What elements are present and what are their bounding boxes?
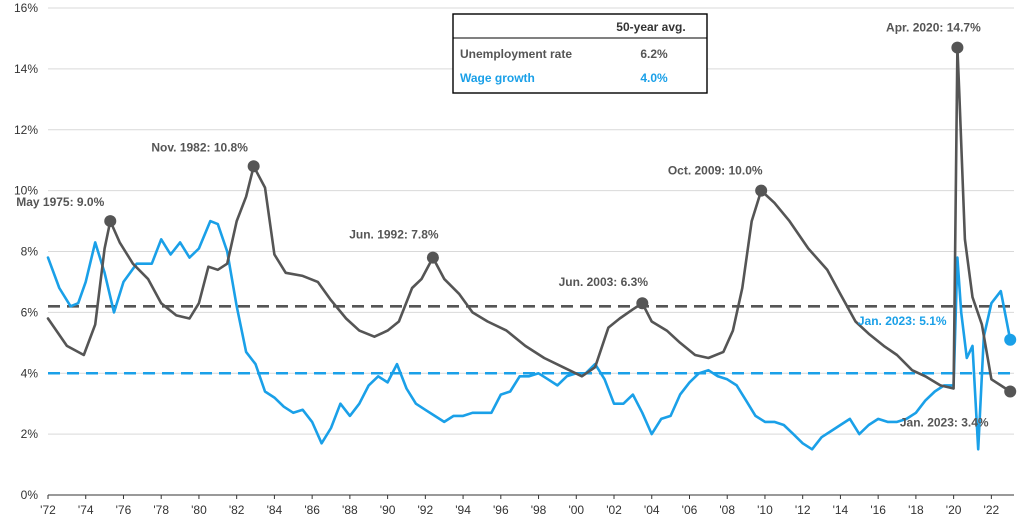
x-tick-label: '76 xyxy=(116,503,132,517)
annotation-marker xyxy=(1004,333,1017,346)
x-tick-label: '02 xyxy=(606,503,622,517)
wage-series-line xyxy=(46,219,1012,451)
x-tick-label: '92 xyxy=(418,503,434,517)
annotations: May 1975: 9.0% Nov. 1982: 10.8% Jun. 1992:… xyxy=(16,21,1017,430)
annotation-label: May 1975: 9.0% xyxy=(16,195,104,209)
x-tick-label: '14 xyxy=(833,503,849,517)
legend-wage-label: Wage growth xyxy=(460,71,535,85)
x-tick-label: '16 xyxy=(870,503,886,517)
x-tick-label: '74 xyxy=(78,503,94,517)
x-tick-label: '82 xyxy=(229,503,245,517)
reference-lines xyxy=(48,304,1014,375)
annotation-label: Jan. 2023: 3.4% xyxy=(900,416,989,430)
annotation-marker xyxy=(636,297,649,310)
unemployment-series-line xyxy=(46,46,1012,393)
y-tick-label: 8% xyxy=(21,245,39,259)
x-tick-label: '80 xyxy=(191,503,207,517)
x-tick-label: '90 xyxy=(380,503,396,517)
annotation-label: Jan. 2023: 5.1% xyxy=(858,314,947,328)
x-tick-label: '04 xyxy=(644,503,660,517)
x-tick-label: '06 xyxy=(682,503,698,517)
annotation-marker xyxy=(426,251,439,264)
legend-header: 50-year avg. xyxy=(616,20,685,34)
legend-wage-value: 4.0% xyxy=(640,71,668,85)
annotation-label: Nov. 1982: 10.8% xyxy=(151,140,248,154)
axes: 0% 2% 4% 6% 8% 10% 12% 14% 16% '72 '74 '76 '78 '80 '82… xyxy=(14,1,1014,517)
x-tick-label: '88 xyxy=(342,503,358,517)
annotation-marker xyxy=(247,160,260,173)
x-tick-label: '00 xyxy=(568,503,584,517)
x-tick-label: '86 xyxy=(304,503,320,517)
legend-unemployment-label: Unemployment rate xyxy=(460,47,572,61)
y-tick-label: 12% xyxy=(14,123,38,137)
x-tick-label: '22 xyxy=(984,503,1000,517)
x-tick-label: '18 xyxy=(908,503,924,517)
x-tick-label: '72 xyxy=(40,503,56,517)
x-tick-label: '10 xyxy=(757,503,773,517)
x-tick-label: '96 xyxy=(493,503,509,517)
annotation-marker xyxy=(104,215,117,228)
y-tick-label: 6% xyxy=(21,305,39,319)
x-tick-label: '78 xyxy=(153,503,169,517)
legend-box: 50-year avg. Unemployment rate 6.2% Wage… xyxy=(452,13,708,94)
x-tick-label: '94 xyxy=(455,503,471,517)
annotation-label: Oct. 2009: 10.0% xyxy=(668,164,763,178)
annotation-marker xyxy=(755,184,768,197)
x-tick-label: '84 xyxy=(267,503,283,517)
x-tick-label: '98 xyxy=(531,503,547,517)
annotation-label: Jun. 2003: 6.3% xyxy=(559,275,649,289)
y-tick-label: 14% xyxy=(14,62,38,76)
annotation-label: Apr. 2020: 14.7% xyxy=(886,21,981,35)
x-tick-label: '20 xyxy=(946,503,962,517)
y-tick-label: 2% xyxy=(21,427,39,441)
annotation-marker xyxy=(1004,385,1017,398)
y-tick-label: 16% xyxy=(14,1,38,15)
annotation-marker xyxy=(951,41,964,54)
y-tick-label: 4% xyxy=(21,366,39,380)
series xyxy=(46,46,1012,451)
y-tick-label: 0% xyxy=(21,488,39,502)
legend-unemployment-value: 6.2% xyxy=(640,47,668,61)
x-tick-label: '12 xyxy=(795,503,811,517)
x-tick-label: '08 xyxy=(719,503,735,517)
annotation-label: Jun. 1992: 7.8% xyxy=(349,228,439,242)
y-tick-label: 10% xyxy=(14,184,38,198)
